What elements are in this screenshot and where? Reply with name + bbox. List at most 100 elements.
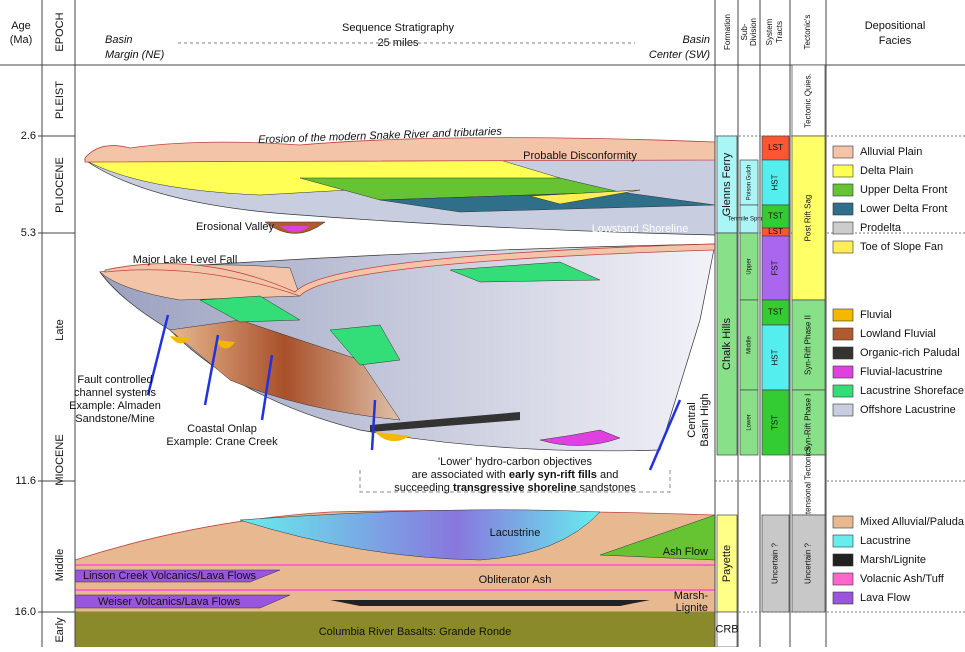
tectonics-label: Post Rift Sag (804, 195, 813, 242)
legend-swatch (832, 572, 854, 586)
annotation: Obliterator Ash (479, 574, 552, 586)
legend-label: Lacustrine (860, 535, 911, 547)
legend-swatch (832, 515, 854, 529)
formations-label: Payette (721, 545, 733, 582)
legend-swatch (832, 553, 854, 567)
note-part: early syn-rift fills (509, 469, 597, 481)
system-tracts-label: TST (768, 212, 783, 221)
legend-swatch (832, 221, 854, 235)
cell (791, 454, 826, 516)
epoch-label: MIOCENE (54, 434, 66, 485)
epoch-header: EPOCH (54, 12, 66, 51)
legend-swatch (832, 403, 854, 417)
annotation: Sandstone/Mine (75, 413, 155, 425)
epoch-label: Early (54, 617, 66, 643)
note: succeeding transgressive shoreline sands… (394, 482, 636, 494)
age-label: 11.6 (15, 475, 36, 487)
note: 'Lower' hydro-carbon objectives (438, 456, 593, 468)
tectonics-label: Syn-Rift Phase II (804, 315, 813, 375)
left-label: Basin (105, 34, 133, 46)
annotation: Central (686, 402, 698, 437)
age-label: 2.6 (21, 130, 36, 142)
legend-swatch (832, 384, 854, 398)
formations-label: Glenns Ferry (721, 152, 733, 216)
legend-label: Lava Flow (860, 592, 910, 604)
legend-swatch (832, 327, 854, 341)
cell (791, 389, 826, 456)
note-part: and (600, 469, 618, 481)
annotation: Columbia River Basalts: Grande Ronde (319, 626, 512, 638)
annotation: Marsh- (674, 590, 709, 602)
legend-swatch (832, 164, 854, 178)
right-label: Center (SW) (649, 49, 710, 61)
system-tracts-label: TST (771, 415, 780, 430)
subdivisions-label: Tenmile Springs (728, 217, 771, 223)
legend-label: Alluvial Plain (860, 146, 922, 158)
legend-swatch (832, 591, 854, 605)
note-part: succeeding (394, 482, 450, 494)
age-label: 5.3 (21, 227, 36, 239)
system-tracts-label: LST (768, 143, 783, 152)
left-label: Margin (NE) (105, 49, 165, 61)
legend-label: Offshore Lacustrine (860, 404, 956, 416)
epoch-label: PLEIST (54, 81, 66, 119)
subdivisions-label: Middle (747, 336, 753, 354)
legend-label: Upper Delta Front (860, 184, 947, 196)
annotation: Lowstand Shoreline (592, 223, 689, 235)
note-part: are associated with (412, 469, 506, 481)
formations-label: CRB (715, 623, 738, 635)
tectonics-label: Uncertain ? (804, 543, 813, 584)
annotation: Linson Creek Volcanics/Lava Flows (83, 570, 257, 582)
annotation: Lignite (676, 602, 708, 614)
annotation: Probable Disconformity (523, 150, 637, 162)
column-header: Tectonic's (803, 15, 812, 50)
annotation: Fault controlled (77, 374, 152, 386)
scale: 25 miles (378, 37, 419, 49)
subdivisions-label: Upper (747, 258, 753, 274)
epoch-label: Late (54, 319, 66, 340)
annotation: Example: Almaden (69, 400, 161, 412)
annotation: Basin High (699, 393, 711, 446)
annotation: Lacustrine (490, 527, 541, 539)
legend-label: Prodelta (860, 222, 902, 234)
age-header: (Ma) (10, 34, 33, 46)
cell (761, 235, 790, 301)
system-tracts-label: FST (771, 260, 780, 275)
annotation: Example: Crane Creek (166, 436, 278, 448)
legend-label: Marsh/Lignite (860, 554, 926, 566)
tectonics-label: Tectonic Quies. (804, 73, 813, 128)
tectonics-label: Extensional Tectonics (804, 447, 813, 524)
cell (761, 389, 790, 456)
title: Sequence Stratigraphy (342, 22, 454, 34)
legend-label: Fluvial (860, 309, 892, 321)
right-label: Basin (682, 34, 710, 46)
subdivisions-label: Poison Gulch (747, 165, 753, 201)
legend-label: Lacustrine Shoreface (860, 385, 964, 397)
tectonics-label: Syn-Rift Phase I (804, 394, 813, 452)
legend-swatch (832, 308, 854, 322)
legend-swatch (832, 240, 854, 254)
fault (146, 314, 170, 396)
note-part: transgressive shoreline (453, 482, 577, 494)
cell (761, 135, 790, 161)
fault (370, 399, 377, 451)
note-part: sandstones (580, 482, 637, 494)
legend-label: Organic-rich Paludal (860, 347, 960, 359)
system-tracts-label: HST (771, 174, 780, 190)
age-label: 16.0 (15, 606, 36, 618)
system-tracts-label: Uncertain ? (771, 543, 780, 584)
epoch-label: Middle (54, 549, 66, 581)
cell (761, 514, 790, 613)
cell (716, 232, 738, 456)
annotation: Erosional Valley (196, 221, 275, 233)
column-header: Depositional (865, 20, 926, 32)
legend-swatch (832, 365, 854, 379)
cell (791, 514, 826, 613)
legend-swatch (832, 183, 854, 197)
subdivisions-label: Lower (747, 414, 753, 430)
column-header: Division (749, 18, 758, 46)
legend-label: Lowland Fluvial (860, 328, 936, 340)
